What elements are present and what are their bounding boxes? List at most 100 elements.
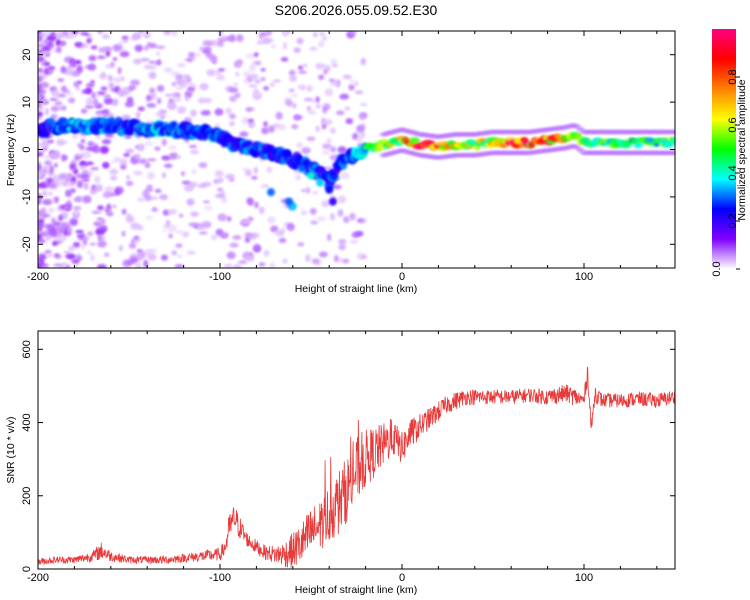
spectrogram-noise-blob [349,212,356,220]
spectrogram-noise-blob [154,188,162,193]
spectrogram-noise-blob [65,34,76,39]
spectrogram-noise-blob [91,184,96,191]
spectrogram-noise-blob [225,173,235,180]
spectrogram-side-blob [316,178,325,187]
colorbar: 0.0 0.2 0.4 0.6 0.8 Normalized spectral ampl… [711,29,748,277]
spectrogram-noise-blob [135,111,141,119]
spectrogram-noise-blob [293,170,301,175]
spectrogram-noise-blob [229,242,239,248]
spectrogram-noise-blob [66,253,77,260]
spectrogram-noise-blob [168,152,179,160]
spectrogram-noise-blob [138,158,148,165]
snr-x-axis-label: Height of straight line (km) [295,584,418,596]
spectrogram-noise-blob [147,65,157,70]
spectrogram-x-tick-label: -100 [209,271,231,283]
snr-series-line [38,366,675,568]
spectrogram-noise-blob [260,77,266,81]
spectrogram-noise-blob [123,153,131,157]
spectrogram-noise-blob [163,211,168,215]
spectrogram-noise-blob [60,262,68,268]
spectrogram-noise-blob [161,138,167,147]
spectrogram-noise-blob [49,97,59,102]
spectrogram-noise-blob [229,121,235,126]
spectrogram-noise-blob [81,178,90,183]
spectrogram-noise-blob [206,69,216,77]
spectrogram-noise-blob [311,258,320,264]
spectrogram-noise-blob [178,81,187,89]
spectrogram-noise-blob [338,239,347,244]
spectrogram-y-axis-label: Frequency (Hz) [5,114,17,186]
spectrogram-noise-blob [323,69,328,75]
spectrogram-noise-blob [100,86,108,92]
spectrogram-noise-blob [190,211,199,217]
spectrogram-noise-blob [278,237,287,244]
spectrogram-noise-blob [263,86,269,91]
spectrogram-noise-blob [43,224,52,229]
spectrogram-noise-blob [348,84,355,91]
spectrogram-noise-blob [44,108,49,116]
spectrogram-noise-blob [261,127,269,135]
spectrogram-noise-blob [73,197,81,202]
spectrogram-noise-blob [345,118,354,125]
spectrogram-noise-blob [175,73,184,81]
spectrogram-side-blob [328,197,337,206]
spectrogram-noise-blob [235,71,240,77]
spectrogram-noise-blob [359,131,366,139]
spectrogram-noise-blob [61,154,66,162]
spectrogram-noise-blob [203,97,212,103]
spectrogram-halo-blob [576,147,585,152]
spectrogram-noise-blob [149,87,156,94]
snr-y-tick-label: 0 [21,566,33,572]
spectrogram-noise-blob [310,99,319,104]
spectrogram-noise-blob [38,75,43,84]
spectrogram-noise-blob [133,170,143,176]
spectrogram-noise-blob [108,82,115,89]
spectrogram-noise-blob [228,86,239,93]
spectrogram-noise-blob [156,51,161,56]
spectrogram-noise-blob [50,113,58,120]
spectrogram-noise-blob [349,239,359,244]
spectrogram-noise-blob [213,179,223,184]
spectrogram-noise-blob [229,113,236,120]
spectrogram-noise-blob [321,34,328,42]
spectrogram-noise-blob [85,104,94,109]
spectrogram-noise-blob [216,40,224,48]
spectrogram-noise-blob [117,66,122,75]
spectrogram-noise-blob [101,139,112,145]
spectrogram-noise-blob [121,230,126,237]
spectrogram-noise-blob [168,233,173,239]
spectrogram-y-tick-label: -10 [21,189,33,205]
spectrogram-noise-blob [130,79,140,86]
colorbar-tick-label: 0.2 [727,213,739,228]
spectrogram-noise-blob [110,61,115,67]
spectrogram-noise-blob [293,47,301,53]
spectrogram-noise-blob [144,45,149,51]
spectrogram-noise-blob [124,135,132,139]
spectrogram-noise-blob [226,216,232,222]
spectrogram-x-axis-label: Height of straight line (km) [295,283,418,295]
spectrogram-noise-blob [263,121,268,128]
spectrogram-noise-blob [144,163,151,168]
spectrogram-noise-blob [171,82,177,87]
spectrogram-noise-blob [260,68,266,72]
spectrogram-noise-blob [197,97,206,104]
spectrogram-noise-blob [126,96,134,105]
spectrogram-noise-blob [178,213,184,218]
spectrogram-noise-blob [71,31,79,34]
spectrogram-noise-blob [38,262,43,268]
spectrogram-noise-blob [47,207,55,213]
colorbar-tick-label: 0.8 [727,69,739,84]
spectrogram-noise-blob [87,140,94,147]
spectrogram-noise-blob [356,124,365,133]
spectrogram-noise-blob [72,134,78,139]
spectrogram-noise-blob [96,217,103,221]
spectrogram-noise-blob [214,170,224,178]
spectrogram-noise-blob [247,118,255,123]
spectrogram-noise-blob [293,114,302,121]
spectrogram-noise-blob [43,69,54,75]
spectrogram-noise-blob [358,112,367,121]
spectrogram-noise-blob [172,92,181,99]
spectrogram-noise-blob [101,33,110,40]
spectrogram-noise-blob [305,254,311,263]
